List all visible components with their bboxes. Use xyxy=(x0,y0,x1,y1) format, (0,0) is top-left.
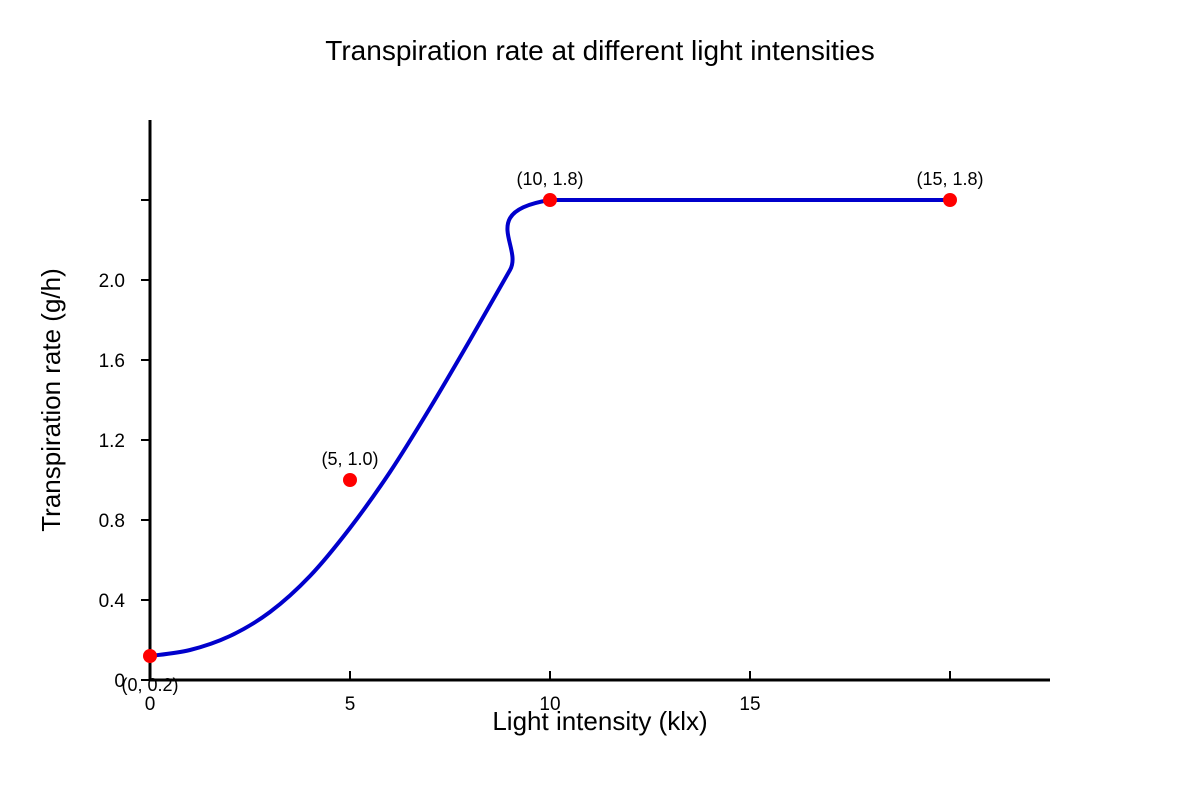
data-point xyxy=(543,193,557,207)
y-tick-label: 2.0 xyxy=(99,271,125,292)
y-axis-label: Transpiration rate (g/h) xyxy=(36,268,66,531)
y-tick-label: 1.6 xyxy=(99,351,125,372)
y-tick-label: 1.2 xyxy=(99,431,125,452)
x-tick-label: 0 xyxy=(145,694,156,715)
data-point-labels: (0, 0.2) (5, 1.0) (10, 1.8) (15, 1.8) xyxy=(121,169,983,695)
x-tick-label: 15 xyxy=(739,694,760,715)
data-point-label: (15, 1.8) xyxy=(916,169,983,189)
x-axis-label: Light intensity (klx) xyxy=(492,706,707,736)
series-line xyxy=(149,198,950,658)
data-points xyxy=(143,193,957,663)
x-tick-label: 10 xyxy=(539,694,560,715)
data-point xyxy=(143,649,157,663)
x-axis-ticks: 0 5 10 15 xyxy=(145,671,951,715)
chart-title: Transpiration rate at different light in… xyxy=(325,35,874,66)
y-axis-ticks: 0 0.4 0.8 1.2 1.6 2.0 xyxy=(99,199,150,692)
data-point xyxy=(943,193,957,207)
data-point-label: (10, 1.8) xyxy=(516,169,583,189)
axes xyxy=(148,120,1050,682)
y-tick-label: 0.8 xyxy=(99,511,125,532)
x-tick-label: 5 xyxy=(345,694,356,715)
data-point xyxy=(343,473,357,487)
y-tick-label: 0.4 xyxy=(99,591,126,612)
data-point-label: (0, 0.2) xyxy=(121,675,178,695)
y-tick-label: 0 xyxy=(114,671,125,692)
data-point-label: (5, 1.0) xyxy=(321,449,378,469)
